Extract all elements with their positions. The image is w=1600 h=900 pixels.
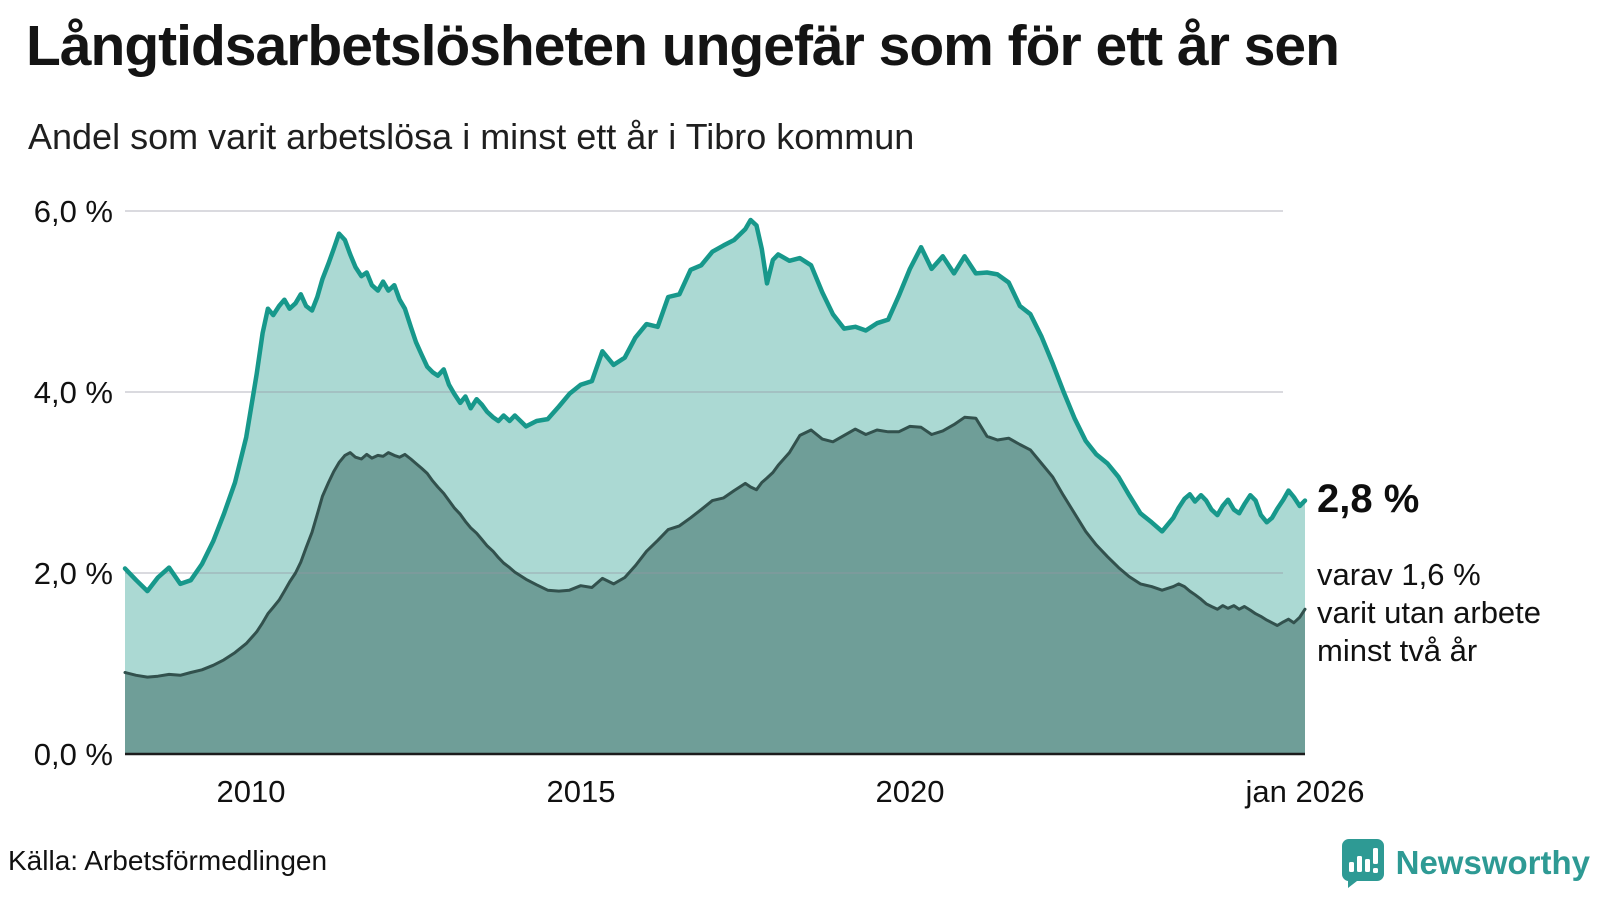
x-tick-label: 2020: [876, 774, 945, 809]
x-tick-label: jan 2026: [1245, 774, 1365, 809]
y-tick-label: 2,0 %: [34, 556, 113, 591]
breakdown-line-1: varav 1,6 %: [1317, 557, 1481, 592]
series-line-1: [123, 415, 1307, 679]
breakdown-annotation: varav 1,6 % varit utan arbete minst två …: [1317, 556, 1541, 670]
series-line-0: [122, 217, 1308, 594]
chart-title: Långtidsarbetslösheten ungefär som för e…: [26, 14, 1340, 78]
area-fill-1: [125, 417, 1305, 754]
breakdown-line-2: varit utan arbete: [1317, 595, 1542, 630]
y-tick-label: 6,0 %: [34, 194, 113, 229]
latest-value-label: 2,8 %: [1317, 477, 1420, 521]
breakdown-line-3: minst två år: [1317, 633, 1478, 668]
newsworthy-wordmark: Newsworthy: [1395, 844, 1590, 881]
y-tick-label: 4,0 %: [34, 375, 113, 410]
newsworthy-icon: [1341, 838, 1385, 888]
x-tick-label: 2015: [547, 774, 616, 809]
x-tick-label: 2010: [217, 774, 286, 809]
chart-subtitle: Andel som varit arbetslösa i minst ett å…: [28, 116, 915, 157]
y-tick-label: 0,0 %: [34, 737, 113, 772]
source-label: Källa: Arbetsförmedlingen: [8, 845, 328, 876]
newsworthy-logo: Newsworthy: [1341, 838, 1590, 888]
